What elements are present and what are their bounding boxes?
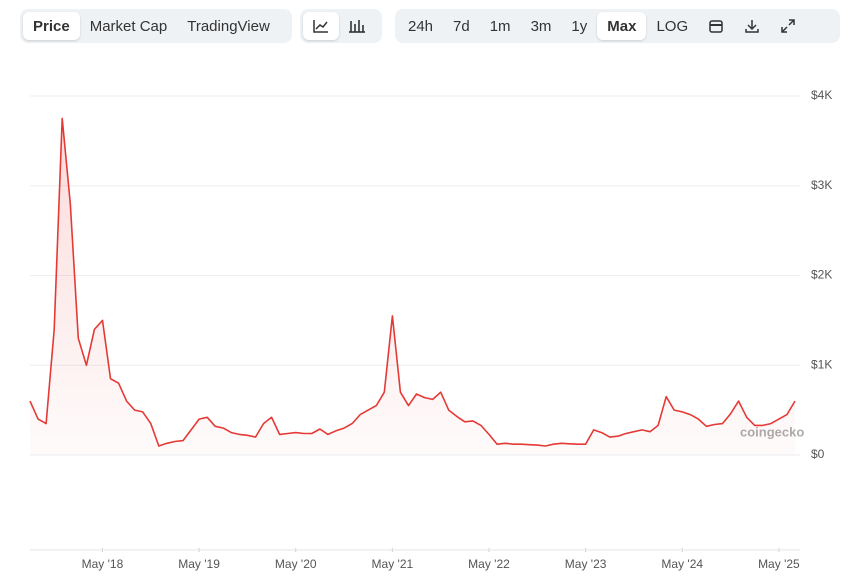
x-tick-label: May '20 bbox=[275, 557, 317, 571]
tab-tradingview[interactable]: TradingView bbox=[187, 17, 270, 35]
candle-icon bbox=[349, 20, 365, 33]
candle-chart-button[interactable] bbox=[339, 12, 375, 40]
fullscreen-icon bbox=[781, 19, 795, 33]
calendar-button[interactable] bbox=[698, 12, 734, 40]
area-fill bbox=[30, 118, 795, 456]
view-tabs: Price Market Cap TradingView bbox=[20, 9, 292, 43]
calendar-icon bbox=[709, 20, 723, 33]
y-tick-label: $0 bbox=[811, 447, 825, 461]
y-tick-label: $2K bbox=[811, 268, 832, 282]
x-tick-label: May '24 bbox=[661, 557, 703, 571]
y-tick-label: $1K bbox=[811, 357, 832, 371]
range-1m[interactable]: 1m bbox=[489, 17, 511, 35]
y-tick-label: $3K bbox=[811, 178, 832, 192]
log-toggle[interactable]: LOG bbox=[656, 17, 689, 35]
x-tick-label: May '21 bbox=[372, 557, 414, 571]
x-tick-label: May '23 bbox=[565, 557, 607, 571]
x-tick-label: May '22 bbox=[468, 557, 510, 571]
download-icon bbox=[745, 20, 759, 33]
download-button[interactable] bbox=[734, 12, 770, 40]
range-24h[interactable]: 24h bbox=[408, 17, 434, 35]
fullscreen-button[interactable] bbox=[770, 12, 806, 40]
range-1y[interactable]: 1y bbox=[571, 17, 588, 35]
range-7d[interactable]: 7d bbox=[453, 17, 470, 35]
y-tick-label: $4K bbox=[811, 88, 832, 102]
tab-price[interactable]: Price bbox=[23, 12, 80, 40]
tab-market-cap[interactable]: Market Cap bbox=[89, 17, 168, 35]
x-tick-label: May '18 bbox=[82, 557, 124, 571]
x-tick-label: May '19 bbox=[178, 557, 220, 571]
x-tick-label: May '25 bbox=[758, 557, 800, 571]
line-icon bbox=[313, 20, 328, 33]
chart-style bbox=[300, 9, 382, 43]
price-line bbox=[29, 117, 796, 447]
range-max[interactable]: Max bbox=[597, 12, 647, 40]
range-3m[interactable]: 3m bbox=[530, 17, 552, 35]
range-tabs: 24h 7d 1m 3m 1y Max LOG bbox=[395, 9, 840, 43]
line-chart-button[interactable] bbox=[303, 12, 339, 40]
